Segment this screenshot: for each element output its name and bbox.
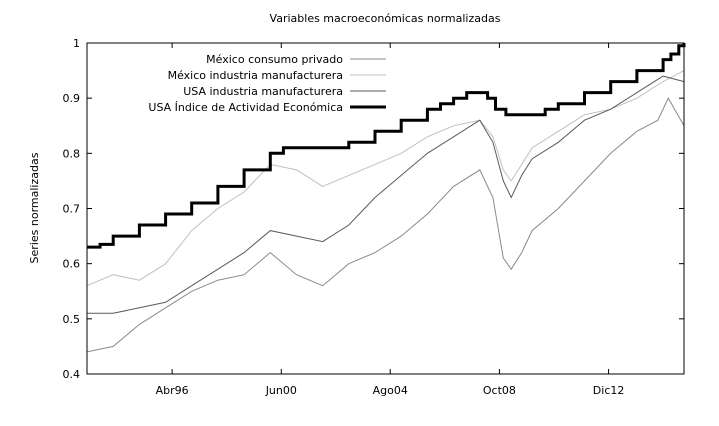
- y-axis-label: Series normalizadas: [28, 152, 41, 263]
- chart-title: Variables macroeconómicas normalizadas: [270, 12, 501, 25]
- y-tick-label: 0.4: [63, 368, 81, 381]
- legend: México consumo privado México industria m…: [148, 53, 386, 114]
- x-tick-label: Abr96: [156, 384, 189, 397]
- x-tick-label: Jun00: [265, 384, 297, 397]
- legend-label: USA industria manufacturera: [183, 85, 343, 98]
- x-tick-label: Ago04: [373, 384, 408, 397]
- series-layer: [86, 43, 686, 353]
- legend-label: USA Índice de Actividad Económica: [148, 101, 343, 114]
- x-axis-ticks: Abr96 Jun00 Ago04 Oct08 Dic12: [156, 43, 625, 397]
- y-tick-label: 0.6: [63, 258, 81, 271]
- y-tick-label: 0.5: [63, 313, 81, 326]
- y-axis-ticks: 0.4 0.5 0.6 0.7 0.8 0.9 1: [63, 37, 684, 381]
- y-tick-label: 0.7: [63, 203, 81, 216]
- x-tick-label: Oct08: [483, 384, 516, 397]
- series-line-3: [87, 43, 686, 249]
- legend-label: México industria manufacturera: [168, 69, 343, 82]
- y-tick-label: 1: [73, 37, 80, 50]
- x-tick-label: Dic12: [593, 384, 625, 397]
- series-line-2: [87, 75, 685, 314]
- legend-label: México consumo privado: [206, 53, 343, 66]
- y-tick-label: 0.8: [63, 147, 81, 160]
- series-line-0: [86, 97, 685, 353]
- y-tick-label: 0.9: [63, 92, 81, 105]
- series-line-1: [86, 70, 685, 287]
